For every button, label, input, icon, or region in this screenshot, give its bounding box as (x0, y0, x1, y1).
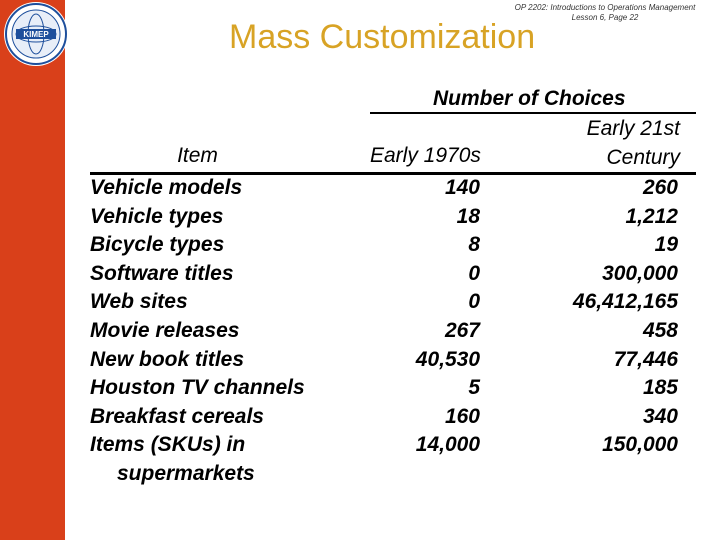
col-header-item: Item (177, 144, 218, 167)
table-cell-1970s: 160 (444, 404, 480, 428)
table-cell-1970s: 5 (468, 376, 480, 400)
item-column: Vehicle models Vehicle types Bicycle typ… (90, 174, 305, 489)
table-row-item: Vehicle types (90, 204, 224, 228)
table-cell-1970s: 18 (456, 204, 480, 228)
early-21st-column: 260 1,212 19 300,000 46,412,165 458 77,4… (520, 174, 678, 460)
table-row-item: New book titles (90, 347, 245, 371)
table-cell-1970s: 8 (468, 233, 480, 257)
table-cell-21st: 300,000 (602, 261, 678, 285)
side-accent-bar (0, 0, 65, 540)
table-cell-1970s: 14,000 (415, 433, 480, 457)
group-header-underline (370, 112, 696, 114)
col-header-21st: Early 21st Century (540, 114, 680, 172)
table-cell-1970s: 140 (444, 176, 480, 199)
table-cell-21st: 1,212 (625, 204, 678, 228)
table-cell-21st: 46,412,165 (572, 290, 678, 314)
kimep-logo: KIMEP (4, 2, 68, 66)
col-header-21st-line2: Century (606, 146, 680, 169)
course-note-line2: Lesson 6, Page 22 (571, 13, 639, 22)
course-note-line1: OP 2202: Introductions to Operations Man… (514, 3, 696, 12)
table-cell-21st: 340 (642, 404, 678, 428)
table-row-item: Web sites (90, 290, 188, 314)
table-row-item: Bicycle types (90, 233, 225, 257)
header-underline (90, 172, 696, 175)
table-cell-1970s: 40,530 (415, 347, 480, 371)
table-cell-21st: 185 (642, 376, 678, 400)
table-cell-21st: 77,446 (613, 347, 678, 371)
table-row-item-continued: supermarkets (117, 461, 255, 485)
table-row-item: Houston TV channels (90, 376, 305, 400)
col-header-1970s: Early 1970s (370, 144, 481, 167)
early-1970s-column: 140 18 8 0 0 267 40,530 5 160 14,000 (380, 174, 480, 460)
table-cell-21st: 150,000 (602, 433, 678, 457)
logo-text: KIMEP (23, 30, 49, 39)
table-cell-1970s: 0 (468, 261, 480, 285)
table-row-item: Movie releases (90, 318, 240, 342)
table-row-item: Software titles (90, 261, 234, 285)
col-header-21st-line1: Early 21st (586, 117, 680, 140)
table-cell-21st: 458 (642, 318, 678, 342)
table-cell-21st: 260 (642, 176, 678, 199)
table-cell-1970s: 267 (444, 318, 480, 342)
group-header: Number of Choices (433, 87, 626, 110)
table-cell-21st: 19 (654, 233, 678, 257)
table-row-item: Breakfast cereals (90, 404, 264, 428)
table-cell-1970s: 0 (468, 290, 480, 314)
table-row-item: Items (SKUs) in (90, 433, 246, 457)
course-note: OP 2202: Introductions to Operations Man… (495, 3, 715, 23)
table-row-item: Vehicle models (90, 176, 243, 199)
page-title: Mass Customization (229, 18, 536, 56)
